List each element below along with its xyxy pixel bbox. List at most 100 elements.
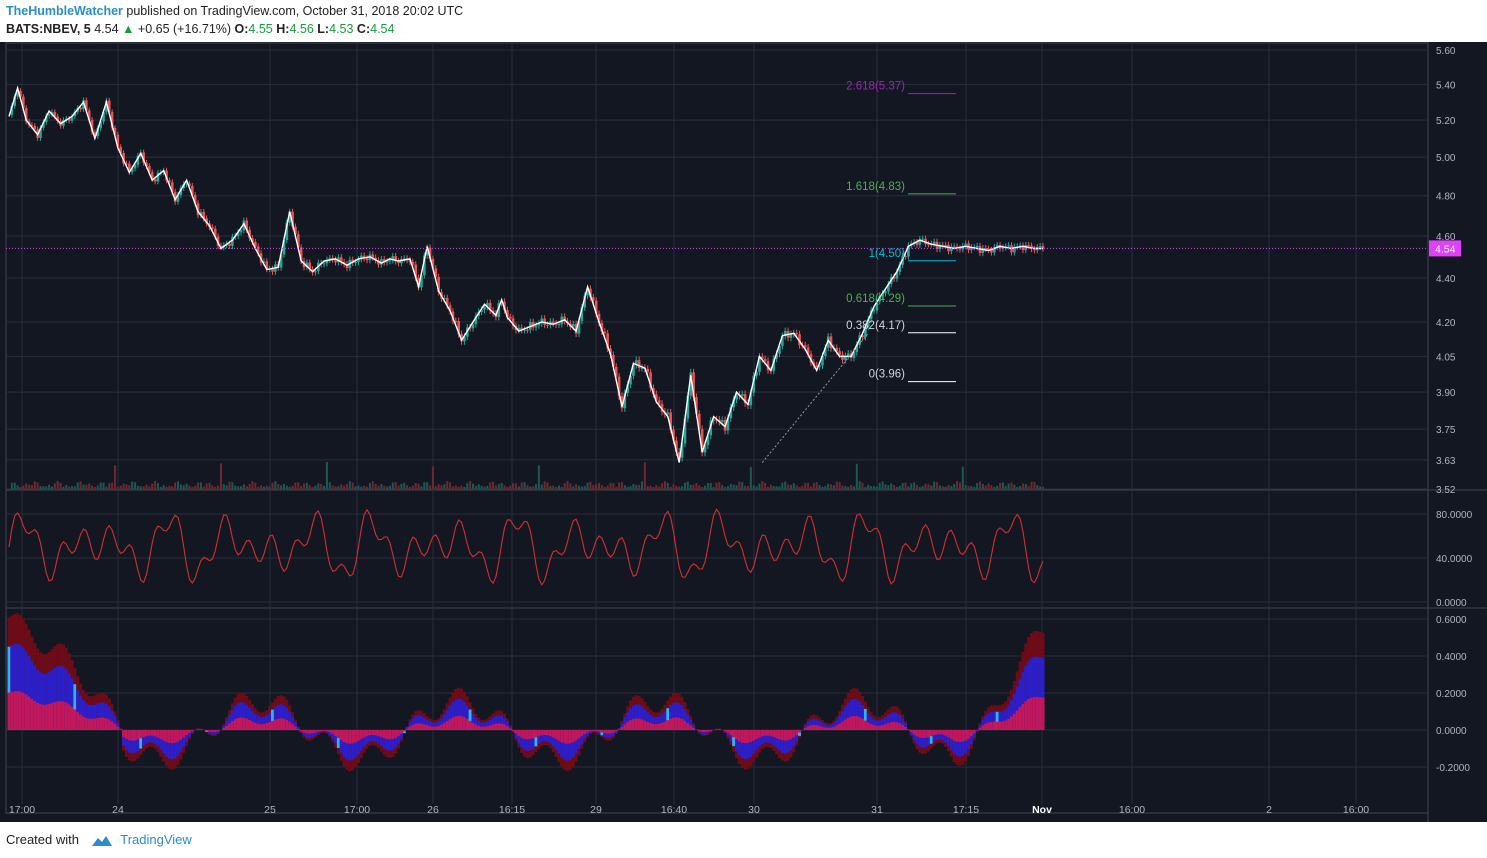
hist-bar-inner xyxy=(935,730,939,735)
hist-bar-inner xyxy=(41,704,45,730)
hist-bar-inner xyxy=(156,730,160,738)
hist-bar-mid xyxy=(196,728,200,730)
hist-bar-mid xyxy=(187,730,191,737)
hist-bar-mid xyxy=(230,710,234,730)
hist-bar-mid xyxy=(1024,665,1028,730)
candle-body xyxy=(806,347,810,355)
hist-bar-mid xyxy=(408,722,412,730)
volume-bar xyxy=(801,485,804,489)
hist-bar-mid xyxy=(714,729,718,730)
volume-bar xyxy=(111,482,114,489)
hist-bar-inner xyxy=(365,730,369,737)
hist-bar-mid xyxy=(594,730,598,733)
volume-bar xyxy=(434,486,437,489)
volume-bar xyxy=(30,484,33,489)
candle-body xyxy=(377,260,380,265)
hist-bar-mid xyxy=(371,730,375,742)
volume-bar xyxy=(28,484,31,489)
hist-bar-inner xyxy=(431,726,435,730)
candle-body xyxy=(199,211,203,216)
hist-bar-inner xyxy=(285,719,289,730)
author-link[interactable]: TheHumbleWatcher xyxy=(6,4,123,18)
hist-bar-mid xyxy=(494,716,498,730)
volume-bar xyxy=(79,481,82,489)
volume-bar xyxy=(429,485,432,489)
volume-bar xyxy=(377,485,380,489)
volume-bar xyxy=(497,484,500,489)
volume-bar xyxy=(526,485,529,489)
tradingview-link[interactable]: TradingView xyxy=(120,832,192,847)
hist-bar-inner xyxy=(210,730,214,733)
volume-bar xyxy=(348,481,351,489)
volume-bar xyxy=(792,483,795,489)
hist-bar-inner xyxy=(944,730,948,736)
hist-bar-inner xyxy=(1032,697,1036,730)
hist-bar-mid xyxy=(832,723,836,730)
hist-bar-mid xyxy=(654,717,658,730)
chart-canvas[interactable]: 2.618(5.37) 1.618(4.83) 1(4.50) 0.618(4.29)… xyxy=(0,42,1487,822)
candle-body xyxy=(156,172,160,182)
volume-bar xyxy=(165,486,168,489)
volume-bar xyxy=(973,486,976,489)
hist-bar-inner xyxy=(491,724,495,730)
hist-bar-mid xyxy=(557,730,561,754)
hist-bar-mid xyxy=(488,719,492,730)
symbol-info-line: BATS:NBEV, 5 4.54 ▲ +0.65 (+16.71%) O:4.… xyxy=(6,21,394,38)
hist-bar-inner xyxy=(629,720,633,730)
candle-body xyxy=(626,384,629,393)
hist-bar-mid xyxy=(27,655,31,730)
volume-bar xyxy=(947,484,950,489)
hist-bar-inner xyxy=(792,730,796,738)
hist-bar-mid xyxy=(285,707,289,730)
hist-bar-mid xyxy=(33,665,37,730)
candle-body xyxy=(374,257,377,261)
hist-bar-inner xyxy=(545,730,549,736)
hist-bar-mid xyxy=(520,730,524,748)
hist-bar-mid xyxy=(723,730,727,733)
price-tick-label: 4.60 xyxy=(1436,232,1456,243)
hist-bar-mid xyxy=(81,700,85,730)
volume-bar xyxy=(555,486,558,489)
hist-bar-inner xyxy=(399,730,403,734)
candle-body xyxy=(761,356,764,359)
hist-bar-inner xyxy=(90,718,94,730)
candle-body xyxy=(970,247,973,250)
volume-bar xyxy=(1007,483,1010,489)
volume-bar xyxy=(285,485,288,489)
hist-bar-mid xyxy=(419,715,423,730)
hist-bar-mid xyxy=(674,702,678,730)
candle-body xyxy=(709,420,713,436)
volume-bar xyxy=(884,484,887,489)
candle-body xyxy=(339,257,343,263)
volume-bar xyxy=(598,483,601,489)
hist-bar-mid xyxy=(924,730,928,748)
hist-bar-inner xyxy=(969,730,973,737)
hist-bar-mid xyxy=(677,703,681,730)
hist-bar-mid xyxy=(838,715,842,730)
volume-bar xyxy=(641,481,644,489)
candle-body xyxy=(402,258,406,260)
volume-bar xyxy=(1030,482,1033,489)
candle-body xyxy=(617,376,621,397)
candle-body xyxy=(961,245,965,250)
volume-bar xyxy=(460,485,463,489)
hist-bar-inner xyxy=(735,730,739,740)
hist-bar-mid xyxy=(620,723,624,730)
candle-body xyxy=(254,242,257,247)
volume-bar xyxy=(606,485,609,489)
volume-bar xyxy=(981,483,984,489)
candle-body xyxy=(196,203,200,216)
hist-bar-inner xyxy=(107,719,111,730)
volume-bar xyxy=(225,485,228,489)
volume-bar xyxy=(303,483,306,489)
candle-body xyxy=(231,236,234,246)
volume-bar xyxy=(13,482,16,489)
hist-bar-inner xyxy=(282,718,286,730)
hist-bar-mid xyxy=(772,730,776,746)
hist-tick-label: 0.6000 xyxy=(1436,615,1467,626)
hist-bar-inner xyxy=(414,723,418,730)
hist-bar-mid xyxy=(113,716,117,730)
volume-bar xyxy=(371,481,374,489)
volume-bar xyxy=(904,482,907,489)
hist-bar-mid xyxy=(700,730,704,735)
